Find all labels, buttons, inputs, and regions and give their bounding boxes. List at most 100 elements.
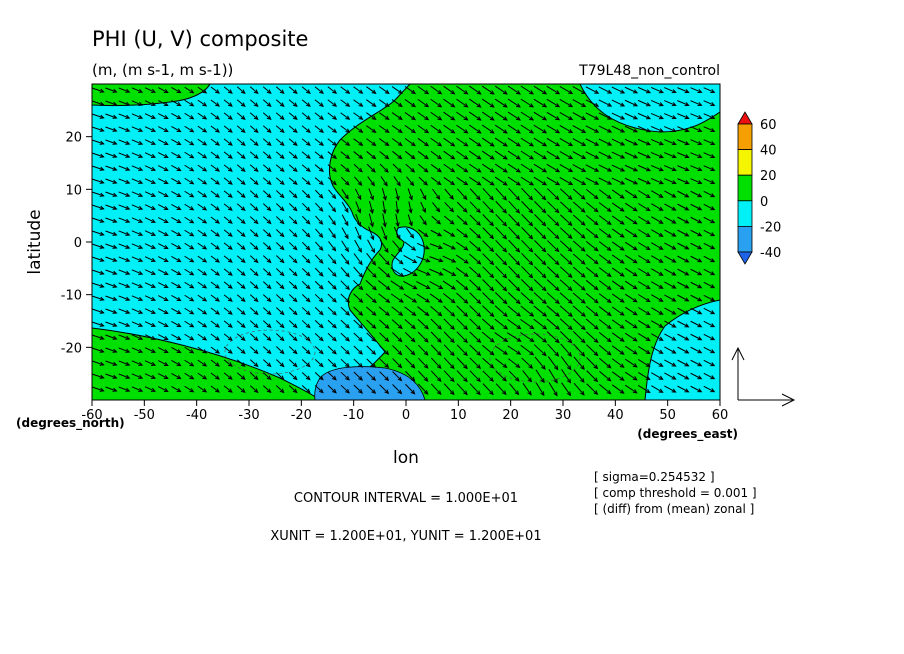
wind-vector: [197, 229, 208, 237]
wind-vector: [210, 359, 220, 367]
wind-vector: [432, 202, 441, 213]
wind-vector: [288, 99, 298, 108]
wind-vector: [236, 320, 246, 329]
wind-vector: [157, 139, 169, 145]
x-tick-label: -20: [291, 408, 312, 423]
wind-vector: [572, 188, 586, 200]
wind-vector: [328, 202, 337, 213]
wind-vector: [637, 281, 651, 290]
wind-vector: [353, 99, 364, 107]
wind-vector: [144, 113, 157, 119]
wind-vector: [171, 151, 182, 159]
wind-vector: [559, 138, 574, 147]
wind-vector: [118, 152, 131, 158]
wind-vector: [430, 344, 442, 356]
x-tick-label: 60: [712, 408, 729, 423]
wind-vector: [417, 124, 430, 134]
wind-vector: [507, 137, 521, 147]
wind-vector: [366, 99, 377, 107]
wind-vector: [690, 333, 703, 341]
wind-vector: [521, 357, 534, 369]
wind-vector: [572, 331, 586, 344]
wind-vector: [157, 308, 169, 314]
wind-vector: [418, 176, 428, 186]
wind-vector: [144, 217, 157, 223]
wind-vector: [456, 85, 469, 95]
wind-vector: [703, 294, 716, 302]
wind-vector: [690, 113, 703, 120]
wind-vector: [637, 333, 651, 342]
wind-vector: [184, 164, 195, 172]
wind-vector: [520, 98, 535, 108]
wind-vector: [275, 320, 285, 329]
wind-vector: [417, 318, 429, 330]
wind-vector: [275, 112, 285, 121]
wind-vector: [611, 384, 625, 394]
wind-vector: [236, 203, 246, 212]
wind-vector: [444, 202, 455, 213]
wind-vector: [365, 306, 377, 316]
wind-vector: [637, 255, 651, 264]
wind-vector: [262, 359, 272, 368]
wind-vector: [223, 86, 233, 94]
note-zonal: [ (diff) from (mean) zonal ]: [594, 502, 754, 516]
wind-vector: [275, 229, 285, 238]
wind-vector: [677, 152, 690, 159]
wind-vector: [236, 229, 246, 238]
wind-vector: [598, 151, 613, 159]
wind-vector: [118, 334, 131, 340]
wind-vector: [598, 164, 613, 172]
wind-vector: [197, 99, 208, 107]
wind-vector: [572, 86, 587, 94]
wind-vector: [223, 99, 233, 107]
wind-vector: [703, 113, 716, 119]
wind-vector: [508, 226, 521, 240]
wind-vector: [288, 125, 298, 134]
wind-vector: [355, 213, 362, 227]
wind-vector: [197, 372, 208, 380]
wind-vector: [327, 280, 337, 290]
wind-vector: [390, 267, 405, 278]
wind-vector: [677, 333, 690, 341]
strong-negative-region: [314, 366, 426, 400]
wind-vector: [340, 293, 351, 303]
wind-vector: [249, 190, 259, 199]
wind-vector: [677, 216, 690, 224]
wind-vector: [534, 240, 547, 253]
wind-vector: [288, 268, 298, 277]
wind-vector: [651, 307, 664, 315]
wind-vector: [651, 190, 664, 198]
wind-vector: [184, 372, 195, 380]
wind-vector: [353, 151, 364, 160]
wind-vector: [314, 99, 324, 107]
wind-vector: [262, 99, 272, 108]
wind-vector: [157, 256, 169, 262]
wind-vector: [236, 294, 246, 303]
wind-vector: [585, 138, 600, 146]
wind-vector: [624, 358, 638, 368]
wind-vector: [223, 359, 233, 367]
wind-vector: [481, 318, 495, 330]
wind-vector: [144, 165, 157, 171]
wind-vector: [105, 321, 118, 327]
wind-vector: [664, 372, 677, 380]
wind-vector: [382, 213, 387, 228]
wind-vector: [131, 204, 144, 210]
wind-vector: [651, 255, 664, 263]
wind-vector: [572, 253, 586, 265]
wind-vector: [327, 384, 337, 394]
wind-vector: [520, 124, 535, 134]
wind-vector: [301, 281, 311, 290]
wind-vector: [690, 152, 703, 159]
wind-vector: [275, 99, 285, 108]
wind-vector: [197, 307, 208, 315]
wind-vector: [559, 125, 574, 134]
wind-vector: [703, 346, 716, 354]
wind-vector: [638, 346, 651, 355]
wind-vector: [223, 281, 233, 289]
wind-vector: [404, 112, 417, 121]
wind-vector: [210, 242, 220, 250]
wind-vector: [171, 99, 182, 107]
wind-vector: [469, 357, 482, 369]
wind-vector: [611, 138, 626, 146]
